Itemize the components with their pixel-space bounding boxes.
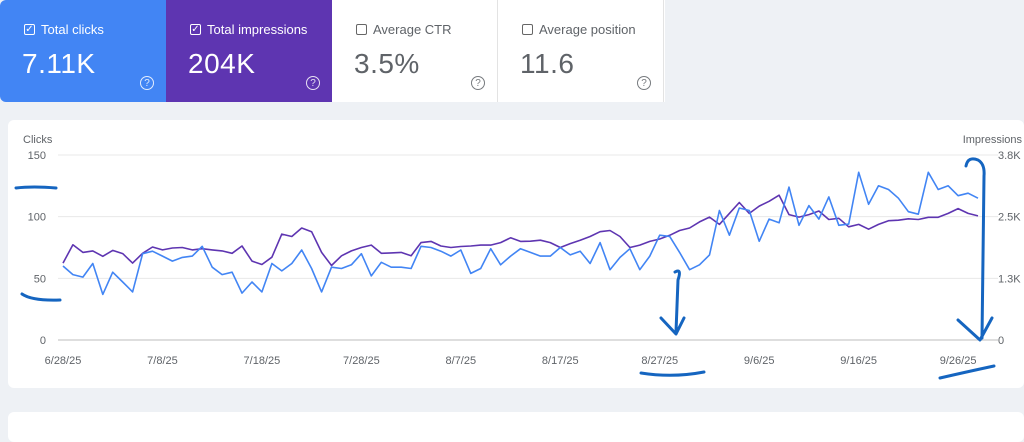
metric-label: Average position xyxy=(539,22,636,37)
metric-label-row: Average CTR xyxy=(356,22,452,37)
left-tick-label: 150 xyxy=(28,150,46,162)
metric-value: 204K xyxy=(188,48,256,79)
help-icon[interactable]: ? xyxy=(140,76,154,90)
x-tick-label: 7/18/25 xyxy=(244,355,281,367)
series-line-clicks xyxy=(62,171,979,296)
metric-label-row: Average position xyxy=(522,22,636,37)
annotation-underline-9-26 xyxy=(938,364,996,380)
x-tick-label: 9/26/25 xyxy=(940,355,977,367)
left-axis-ticks: 150 100 50 0 xyxy=(28,150,46,347)
series-line-impressions xyxy=(62,194,979,267)
annotation-mark-left-top xyxy=(14,185,58,190)
metric-value: 3.5% xyxy=(354,48,420,79)
x-tick-label: 8/17/25 xyxy=(542,355,579,367)
metric-tabs: ✓ Total clicks 7.11K ? ✓ Total impressio… xyxy=(0,0,665,102)
metric-value: 11.6 xyxy=(520,48,575,79)
metric-label: Total impressions xyxy=(207,22,308,37)
annotation-underline-8-27 xyxy=(639,370,706,377)
x-tick-label: 8/7/25 xyxy=(446,355,477,367)
metric-label: Average CTR xyxy=(373,22,452,37)
grid-lines xyxy=(58,154,998,341)
help-icon[interactable]: ? xyxy=(637,76,651,90)
left-tick-label: 50 xyxy=(34,273,46,285)
hand-drawn-annotations xyxy=(14,157,996,380)
right-axis-label: Impressions xyxy=(963,134,1023,146)
performance-chart-card: Clicks Impressions 150 100 50 0 3.8K 2.5K 1.3… xyxy=(8,120,1024,388)
metric-label: Total clicks xyxy=(41,22,104,37)
help-icon[interactable]: ? xyxy=(471,76,485,90)
right-tick-label: 2.5K xyxy=(998,212,1021,224)
checkbox-checked-icon[interactable]: ✓ xyxy=(190,23,201,35)
left-tick-label: 100 xyxy=(28,212,46,224)
annotation-arrow-8-27 xyxy=(659,269,686,336)
performance-chart: Clicks Impressions 150 100 50 0 3.8K 2.5K 1.3… xyxy=(14,134,1023,380)
right-tick-label: 3.8K xyxy=(998,150,1021,162)
checkbox-unchecked-icon[interactable] xyxy=(356,24,367,35)
right-tick-label: 0 xyxy=(998,335,1004,347)
metric-total-clicks[interactable]: ✓ Total clicks 7.11K ? xyxy=(0,0,166,102)
x-tick-label: 7/28/25 xyxy=(343,355,380,367)
x-tick-label: 6/28/25 xyxy=(45,355,82,367)
metric-average-position[interactable]: Average position 11.6 ? xyxy=(498,0,664,102)
metric-average-ctr[interactable]: Average CTR 3.5% ? xyxy=(332,0,498,102)
left-tick-label: 0 xyxy=(40,335,46,347)
right-axis-ticks: 3.8K 2.5K 1.3K 0 xyxy=(998,150,1021,347)
annotation-arrow-9-26 xyxy=(956,157,994,342)
annotation-mark-left-bottom xyxy=(20,292,62,302)
series-layer xyxy=(62,171,979,296)
x-tick-label: 8/27/25 xyxy=(641,355,678,367)
x-tick-label: 7/8/25 xyxy=(147,355,178,367)
checkbox-checked-icon[interactable]: ✓ xyxy=(24,23,35,35)
x-axis-ticks: 6/28/25 7/8/25 7/18/25 7/28/25 8/7/25 8/17/25… xyxy=(45,355,977,367)
metric-label-row: ✓ Total clicks xyxy=(24,22,104,37)
metric-total-impressions[interactable]: ✓ Total impressions 204K ? xyxy=(166,0,332,102)
metric-value: 7.11K xyxy=(22,48,96,79)
left-axis-label: Clicks xyxy=(23,134,53,146)
metric-label-row: ✓ Total impressions xyxy=(190,22,307,37)
x-tick-label: 9/16/25 xyxy=(840,355,877,367)
checkbox-unchecked-icon[interactable] xyxy=(522,24,533,35)
lower-panel xyxy=(8,412,1024,442)
help-icon[interactable]: ? xyxy=(306,76,320,90)
x-tick-label: 9/6/25 xyxy=(744,355,775,367)
right-tick-label: 1.3K xyxy=(998,273,1021,285)
